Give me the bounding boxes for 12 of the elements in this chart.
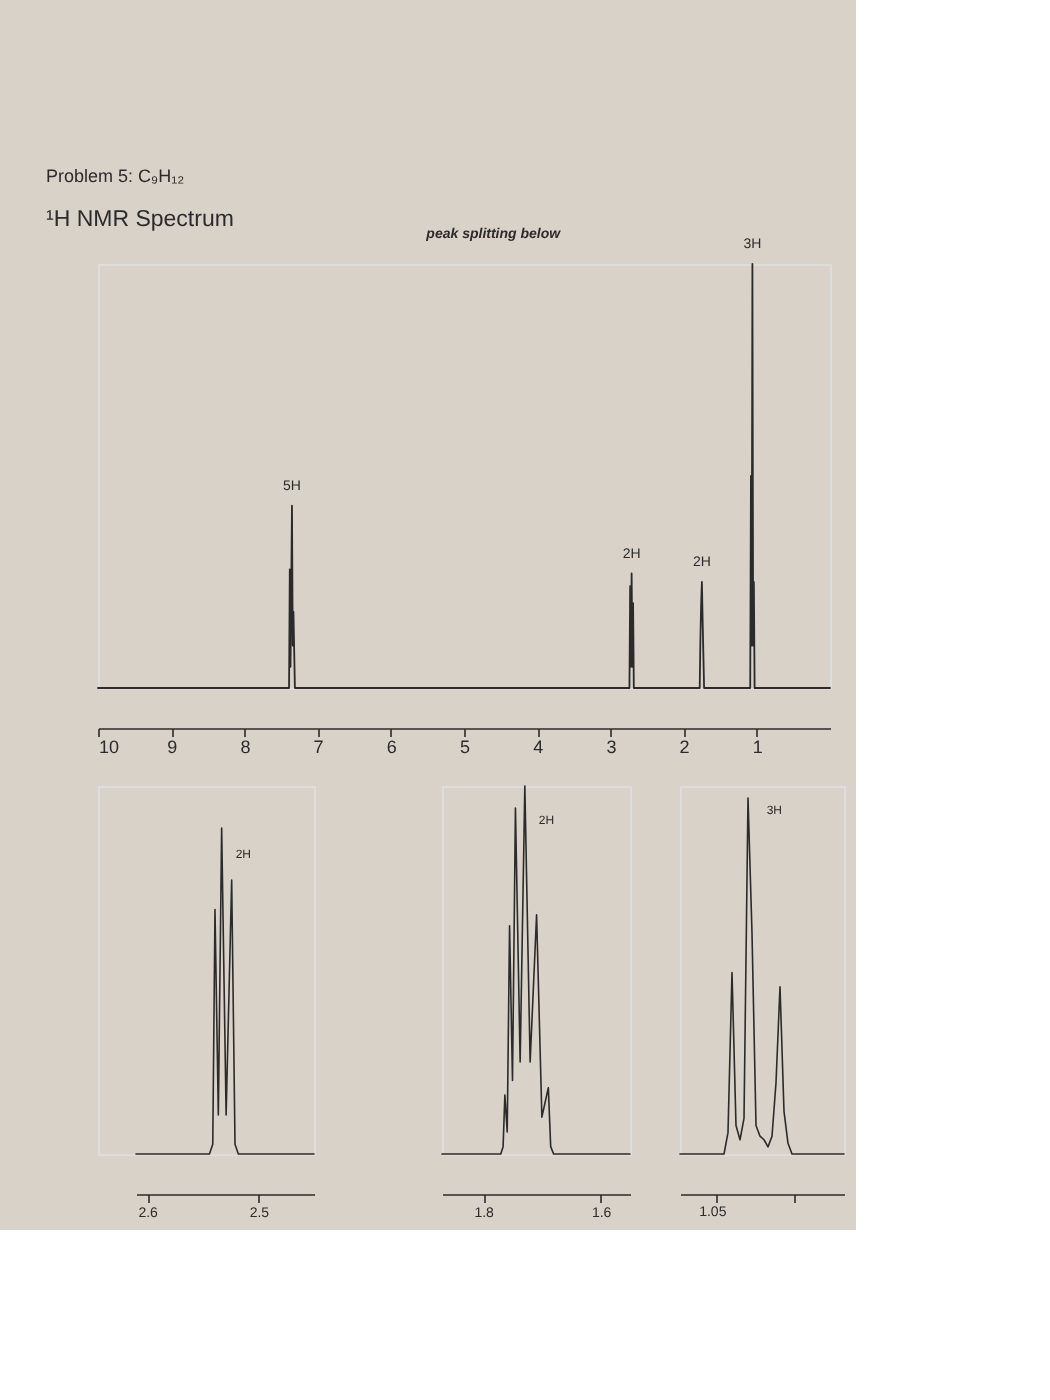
x-tick-label: 6 (386, 737, 397, 757)
x-tick-label: 1 (752, 737, 763, 757)
chart-title: Problem 5: C₉H₁₂ (46, 166, 186, 186)
x-tick-label: 5 (459, 737, 471, 757)
x-tick-label: 4 (533, 737, 544, 757)
x-tick-label: 2 (679, 737, 690, 757)
x-tick-label: 7 (313, 737, 324, 757)
x-tick-label: 10 (99, 737, 120, 757)
x-tick-label: 3 (606, 737, 617, 757)
x-tick-label: 8 (240, 737, 251, 757)
x-tick-label: 9 (167, 737, 178, 757)
chart-subtitle: ¹H NMR Spectrum (46, 208, 234, 232)
